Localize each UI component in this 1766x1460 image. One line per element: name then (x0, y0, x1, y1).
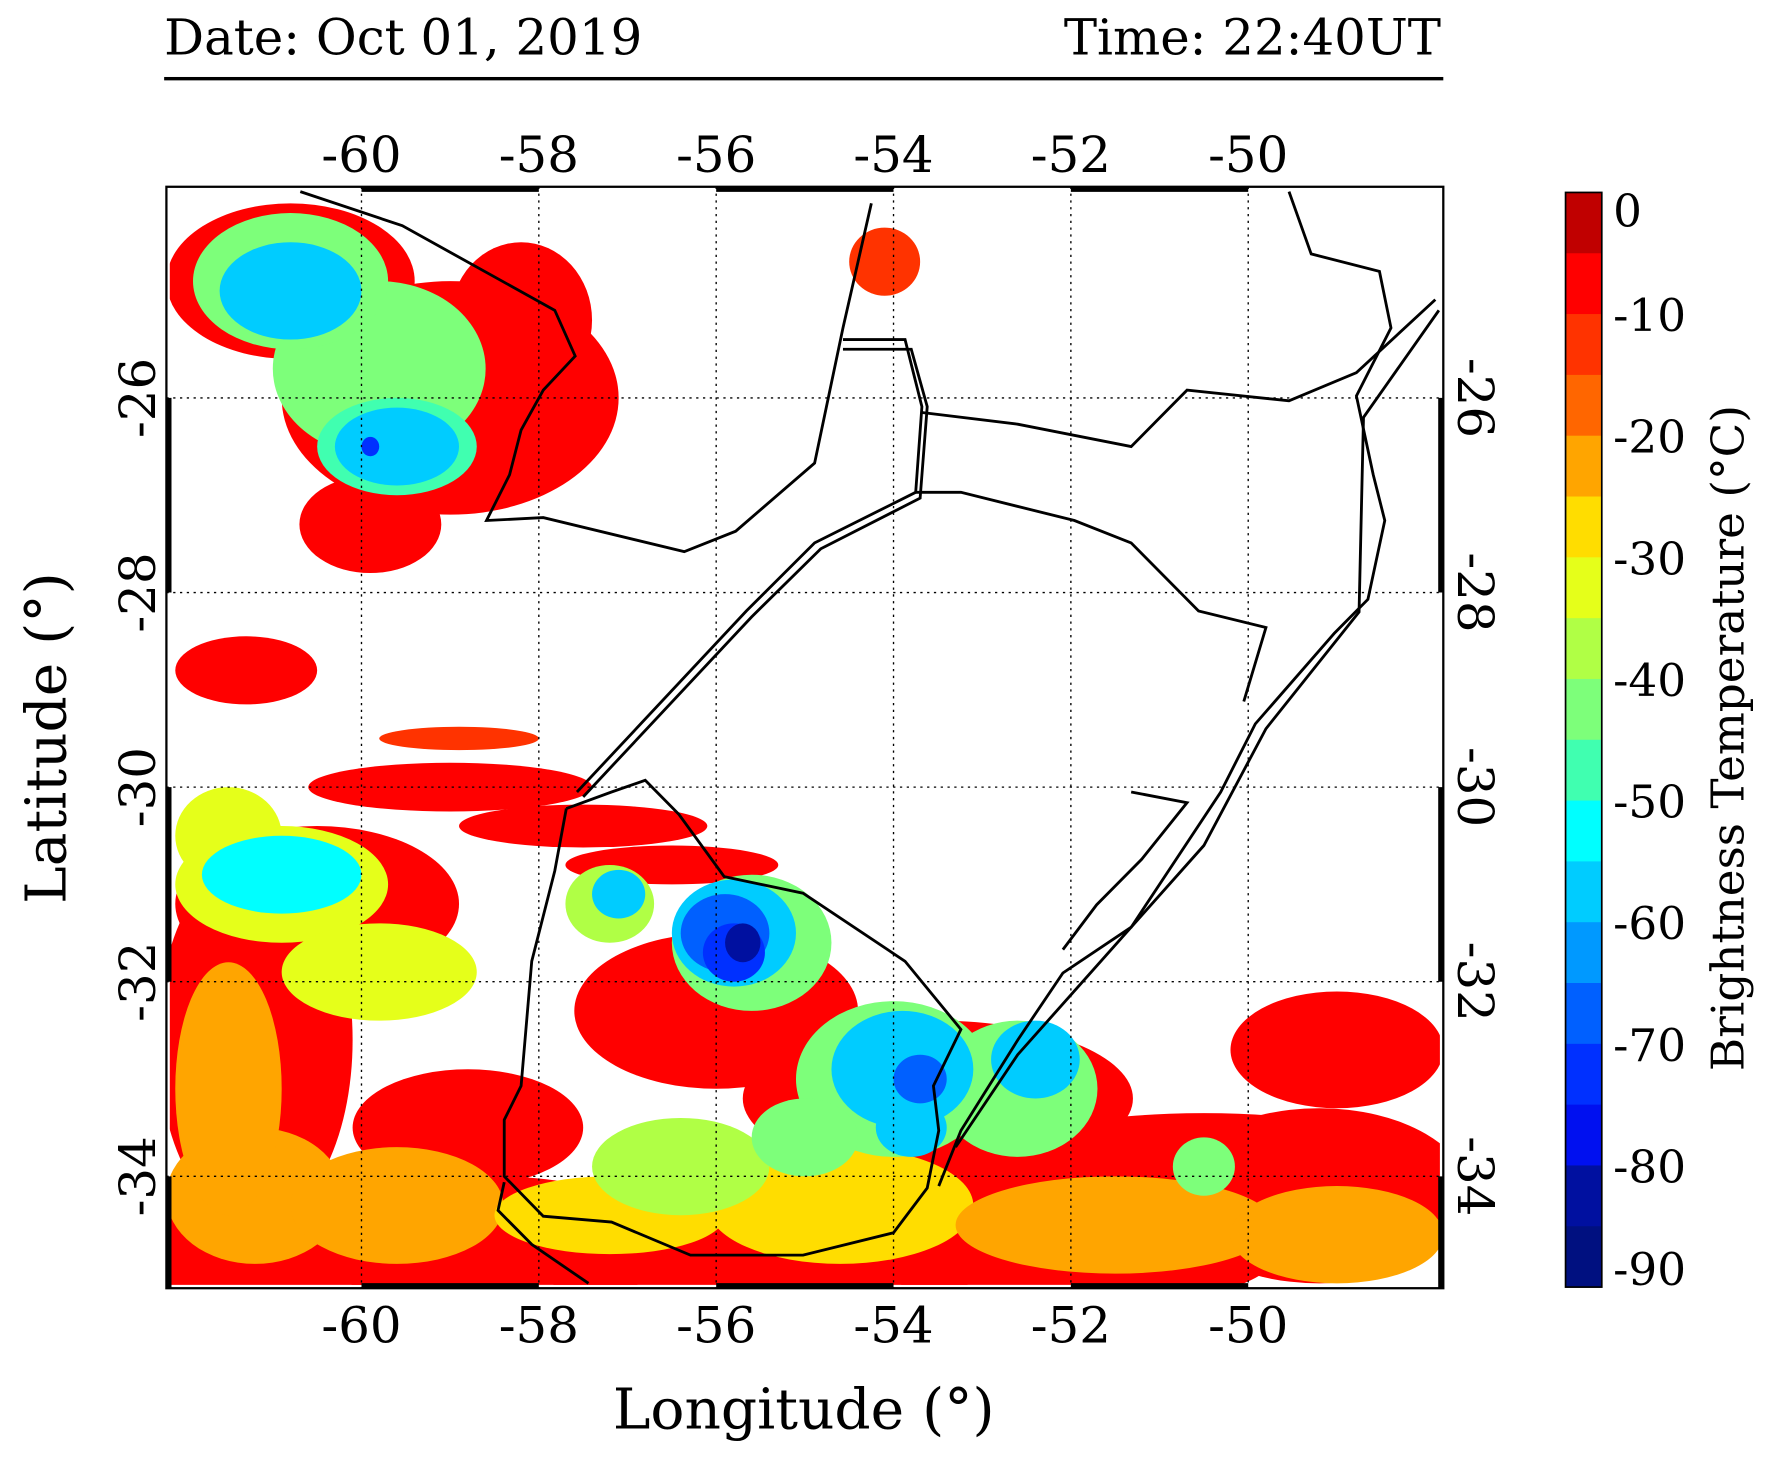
cloud-cell (281, 923, 477, 1021)
colorbar-outline (1564, 191, 1603, 1288)
colorbar-tick-label: -90 (1613, 1243, 1686, 1296)
y-tick-label-right: -28 (1446, 552, 1504, 632)
y-tick-label-left: -32 (109, 942, 167, 1022)
x-tick-label-bottom: -60 (321, 1297, 401, 1355)
colorbar-band (1565, 1165, 1602, 1227)
x-tick-label-top: -58 (499, 126, 579, 184)
y-axis-label: Latitude (°) (14, 572, 80, 904)
y-tick-label-left: -28 (109, 552, 167, 632)
x-axis-label: Longitude (°) (613, 1377, 995, 1443)
date-label: Date: Oct 01, 2019 (164, 9, 643, 67)
colorbar-tick-label: -60 (1613, 897, 1686, 950)
x-tick-label-top: -60 (321, 126, 401, 184)
cloud-cell (175, 962, 282, 1216)
colorbar-band (1565, 557, 1602, 619)
tick-labels: -60 -60 -58 -58 -56 -56 -54 -54 -52 -52 -50 -50 -26 -… (109, 126, 1504, 1354)
boundary-line (954, 309, 1440, 1148)
cloud-cell (361, 436, 380, 457)
colorbar-band (1565, 435, 1602, 498)
cloud-cell (290, 1147, 504, 1264)
boundary-line (582, 347, 929, 798)
colorbar-band (1565, 1104, 1602, 1167)
map-frame (165, 185, 1445, 1290)
header-rule (164, 76, 1444, 81)
cloud-cell (459, 804, 708, 848)
colorbar-tick-label: -70 (1613, 1019, 1686, 1072)
boundary-line (575, 338, 924, 793)
boundary-line (921, 298, 1437, 449)
colorbar-band (1565, 922, 1602, 984)
colorbar-tick-label: -80 (1613, 1140, 1686, 1193)
colorbar-band (1565, 618, 1602, 680)
boundary-line (496, 1181, 590, 1285)
colorbar-tick-label: -10 (1613, 289, 1686, 342)
cloud-cell (991, 1020, 1080, 1099)
boundary-line (299, 190, 873, 554)
colorbar-tick-label: -30 (1613, 532, 1686, 585)
boundary-line (502, 778, 963, 1257)
colorbar-band (1565, 861, 1602, 923)
cloud-cell (175, 636, 318, 705)
y-tick-label-right: -30 (1446, 747, 1504, 827)
brightness-temperature-field (169, 203, 1440, 1285)
x-tick-label-top: -52 (1031, 126, 1111, 184)
cloud-cell (334, 407, 460, 486)
x-tick-label-bottom: -56 (676, 1297, 756, 1355)
colorbar-band (1565, 1043, 1602, 1106)
y-tick-label-right: -26 (1446, 358, 1504, 438)
colorbar-band (1565, 314, 1602, 376)
boundaries (299, 190, 1440, 1285)
x-tick-label-bottom: -58 (499, 1297, 579, 1355)
x-tick-label-bottom: -50 (1208, 1297, 1288, 1355)
cloud-cell (308, 762, 593, 812)
x-tick-label-top: -54 (853, 126, 933, 184)
colorbar-band (1565, 1226, 1602, 1288)
colorbar: 0 -10 -20 -30 -40 -50 -60 -70 -80 -90 (1564, 184, 1686, 1296)
boundary-line (1061, 790, 1190, 951)
colorbar-tick-label: -40 (1613, 654, 1686, 707)
boundary-line (937, 191, 1393, 1187)
cloud-cell (201, 835, 362, 914)
cloud-cell (219, 242, 362, 340)
cloud-cell (379, 726, 539, 751)
colorbar-band (1565, 374, 1602, 437)
cloud-cell (725, 923, 761, 963)
y-tick-label-right: -32 (1446, 942, 1504, 1022)
y-tick-label-left: -30 (109, 747, 167, 827)
cloud-cell (592, 1117, 770, 1216)
colorbar-tick-label: -50 (1613, 776, 1686, 829)
cloud-cell (893, 1054, 947, 1104)
boundary-line (915, 490, 1268, 702)
colorbar-band (1565, 496, 1602, 558)
cloud-cell (955, 1176, 1275, 1274)
colorbar-band (1565, 739, 1602, 802)
cloud-cell (592, 869, 646, 919)
colorbar-band (1565, 983, 1602, 1045)
colorbar-band (1565, 678, 1602, 741)
x-tick-label-bottom: -52 (1031, 1297, 1111, 1355)
colorbar-band (1565, 253, 1602, 315)
cloud-cell (299, 475, 442, 574)
cloud-cell (1230, 991, 1440, 1109)
x-tick-label-top: -56 (676, 126, 756, 184)
colorbar-band (1565, 192, 1602, 254)
y-tick-label-left: -34 (109, 1136, 167, 1216)
colorbar-label: Brightness Temperature (°C) (1701, 405, 1754, 1071)
time-label: Time: 22:40UT (1063, 9, 1442, 67)
cloud-cell (1172, 1137, 1235, 1196)
cloud-cell (1230, 1186, 1440, 1284)
x-tick-label-bottom: -54 (853, 1297, 933, 1355)
colorbar-tick-label: -20 (1613, 411, 1686, 464)
cloud-cell (450, 242, 593, 398)
y-tick-label-right: -34 (1446, 1136, 1504, 1216)
cloud-cell (849, 227, 921, 296)
cloud-cell (751, 1098, 859, 1177)
cloud-cell (875, 1098, 947, 1157)
x-tick-label-top: -50 (1208, 126, 1288, 184)
y-tick-label-left: -26 (109, 358, 167, 438)
colorbar-tick-label: 0 (1613, 184, 1642, 237)
colorbar-band (1565, 800, 1602, 862)
